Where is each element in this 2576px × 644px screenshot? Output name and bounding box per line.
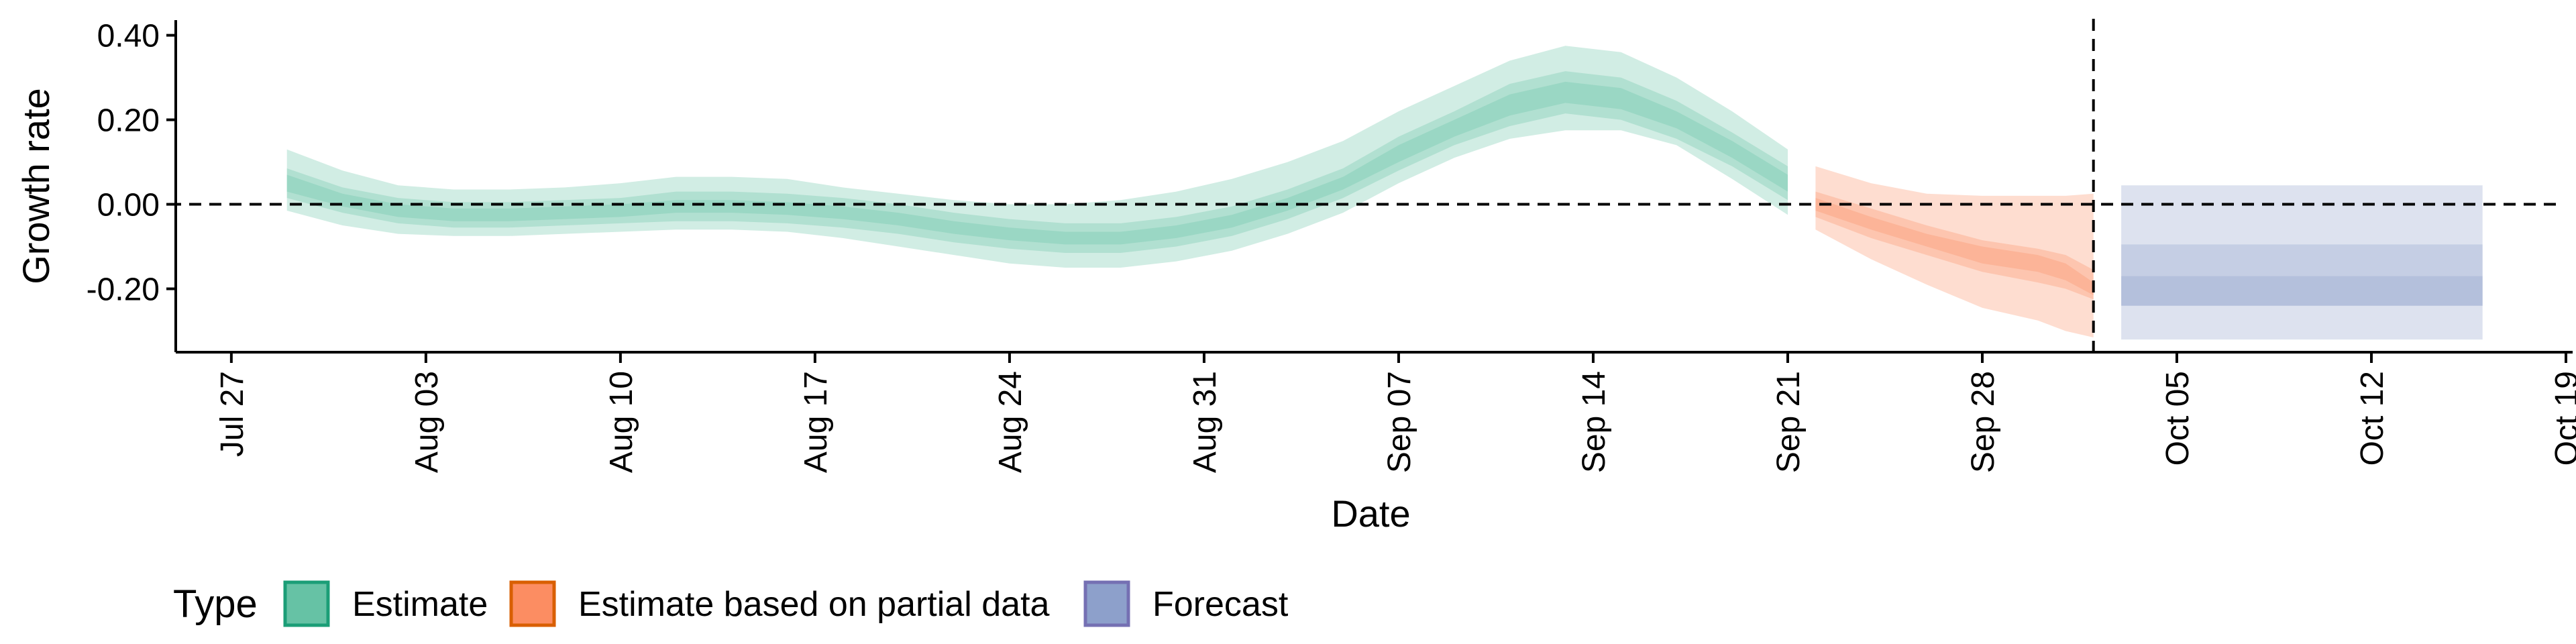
x-tick-label: Sep 14: [1576, 371, 1612, 473]
y-tick-label: 0.00: [97, 188, 160, 223]
legend-label: Forecast: [1152, 585, 1289, 624]
x-tick-label: Sep 21: [1771, 371, 1807, 473]
legend-key-2: [509, 580, 556, 627]
estimate-based-on-partial-data-band-90: [1815, 166, 2094, 337]
estimate-band-50: [286, 71, 1788, 253]
forecast-band-50: [2121, 244, 2483, 306]
x-tick-label: Oct 05: [2160, 371, 2196, 466]
estimate-based-on-partial-data-band-20: [1815, 198, 2094, 295]
x-tick-label: Aug 31: [1187, 371, 1223, 473]
reference-lines: [169, 19, 2556, 352]
legend-label: Estimate: [352, 585, 488, 624]
y-tick-label: -0.20: [87, 272, 160, 308]
x-tick-label: Aug 17: [798, 371, 834, 473]
estimate-band-90: [286, 46, 1788, 268]
legend-key-1: [283, 580, 330, 627]
axis-labels: 0.40 0.20 0.00 -0.20 Jul 27 Aug 03 Aug 10 Aug 1…: [15, 19, 2576, 535]
x-tick-label: Aug 03: [409, 371, 445, 473]
x-tick-label: Sep 28: [1966, 371, 2001, 473]
x-tick-label: Oct 19: [2549, 371, 2576, 466]
axes: [166, 20, 2573, 363]
forecast-band-20: [2121, 276, 2483, 306]
legend-key-3: [1083, 580, 1130, 627]
x-tick-label: Jul 27: [215, 371, 250, 457]
x-tick-label: Oct 12: [2355, 371, 2390, 466]
x-tick-label: Aug 24: [993, 371, 1028, 473]
legend-title: Type: [173, 582, 258, 626]
legend: Type Estimate Estimate based on partial da…: [173, 580, 1289, 627]
forecast-band-90: [2121, 185, 2483, 340]
x-tick-label: Aug 10: [604, 371, 639, 473]
legend-label: Estimate based on partial data: [578, 585, 1050, 624]
estimate-based-on-partial-data-band-50: [1815, 191, 2094, 300]
x-tick-label: Sep 07: [1382, 371, 1417, 473]
y-tick-label: 0.20: [97, 103, 160, 139]
y-axis-title: Growth rate: [15, 88, 57, 284]
y-tick-label: 0.40: [97, 19, 160, 54]
ribbon-layer: [286, 46, 2483, 340]
x-axis-title: Date: [1331, 492, 1410, 535]
